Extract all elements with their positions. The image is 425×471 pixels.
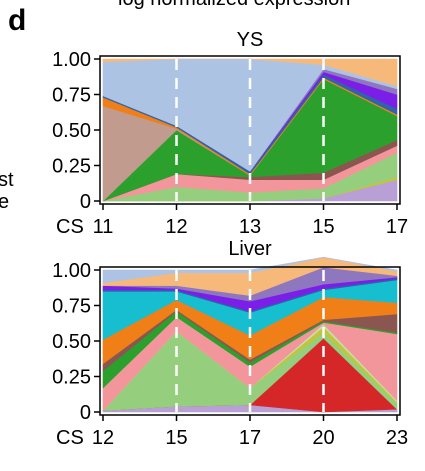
chart-2-xtick-label-5: 23 [386,427,408,449]
panel-label: d [8,4,27,37]
chart-2-xtick-label-2: 15 [165,427,187,449]
chart-1-ytick-label-1: 0 [80,191,91,213]
cut-off-side-text-1: st [0,169,14,191]
chart-1-ytick-label-3: 0.50 [52,120,91,142]
chart-2-ytick-label-2: 0.25 [52,367,91,389]
chart-1-area-13 [102,58,398,87]
chart-2-ytick-label-5: 1.00 [52,260,91,282]
chart-1-x-prefix: CS [56,216,84,238]
chart-1-xtick-label-2: 12 [165,216,187,238]
chart-1-ytick-label-4: 0.75 [52,85,91,107]
chart-2-xtick-label-3: 17 [239,427,261,449]
chart-1-ytick-label-2: 0.25 [52,156,91,178]
chart-2-ytick-label-4: 0.75 [52,296,91,318]
chart-1-xtick-label-1: 11 [93,216,114,238]
chart-2-xtick-label-4: 20 [312,427,334,449]
chart-1-xtick-label-5: 17 [386,216,408,238]
chart-1-xtick-label-4: 15 [312,216,334,238]
chart-2-x-prefix: CS [56,427,84,449]
chart-2-title: Liver [228,238,272,260]
chart-2-ytick-label-1: 0 [80,402,91,424]
chart-1-title: YS [237,29,264,51]
chart-2-xtick-label-1: 12 [92,427,114,449]
cut-off-axis-caption: log normalized expression [118,0,350,9]
chart-2-ytick-label-3: 0.50 [52,331,91,353]
chart-1-xtick-label-3: 13 [239,216,261,238]
cut-off-side-text-2: e [0,191,10,213]
chart-1-ytick-label-5: 1.00 [52,49,91,71]
